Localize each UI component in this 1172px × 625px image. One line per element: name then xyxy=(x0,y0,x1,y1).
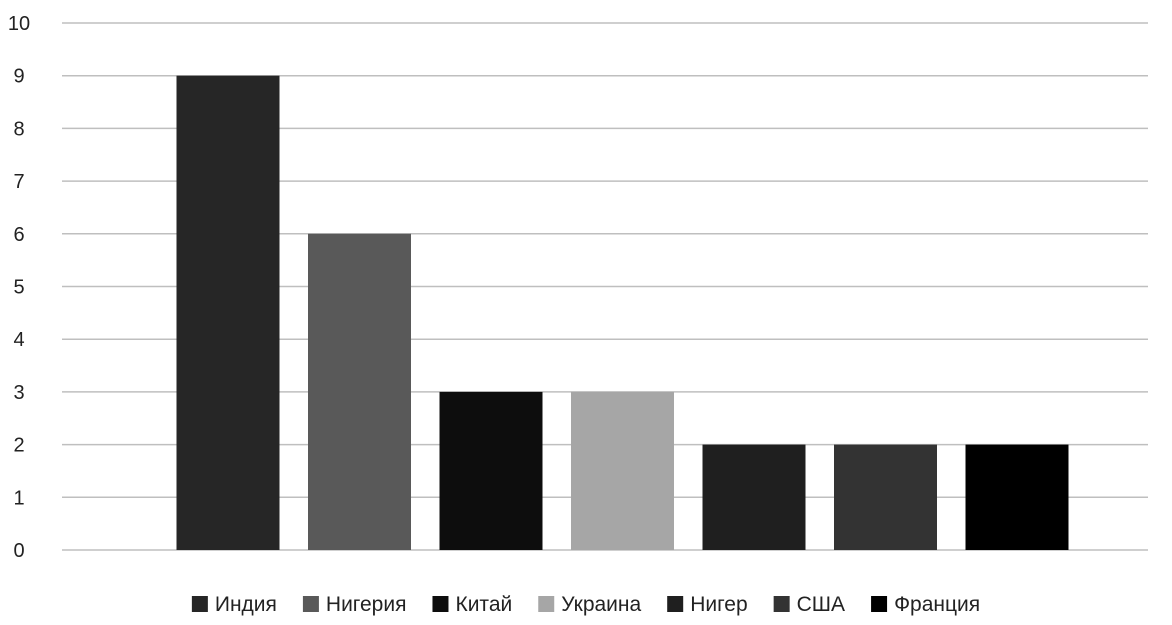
legend-swatch xyxy=(538,596,555,612)
y-tick-label: 4 xyxy=(13,329,24,351)
legend-item: Нигерия xyxy=(302,593,407,616)
legend-item: Франция xyxy=(871,593,980,616)
y-tick-label: 7 xyxy=(13,171,24,193)
legend-item: США xyxy=(773,593,845,616)
legend-label: Украина xyxy=(561,593,641,616)
legend: Индия Нигерия Китай Украина Нигер США Франция xyxy=(191,593,980,616)
legend-swatch xyxy=(302,596,319,612)
bars xyxy=(176,75,1069,551)
legend-label: Китай xyxy=(455,593,512,616)
legend-item: Нигер xyxy=(667,593,748,616)
legend-label: Франция xyxy=(894,593,980,616)
bar-1 xyxy=(176,75,280,550)
bar-7 xyxy=(965,444,1069,550)
legend-item: Украина xyxy=(538,593,642,616)
y-tick-label: 6 xyxy=(13,224,24,246)
legend-item: Китай xyxy=(432,593,512,616)
y-axis-tick-labels: 0 1 2 3 4 5 6 7 8 9 10 xyxy=(8,13,30,562)
bar-3 xyxy=(439,391,543,550)
legend-swatch xyxy=(871,596,888,612)
legend-swatch xyxy=(773,596,790,612)
legend-swatch xyxy=(667,596,684,612)
bar-2 xyxy=(308,233,411,551)
y-tick-label: 5 xyxy=(13,277,24,299)
legend-label: США xyxy=(797,593,845,616)
y-tick-label: 1 xyxy=(13,487,24,509)
y-tick-label: 2 xyxy=(13,435,24,457)
y-tick-label: 9 xyxy=(13,66,24,88)
legend-label: Нигерия xyxy=(326,593,407,616)
legend-label: Нигер xyxy=(690,593,747,616)
legend-label: Индия xyxy=(215,593,277,616)
y-tick-label: 0 xyxy=(13,540,24,562)
bar-6 xyxy=(834,444,937,550)
bar-4 xyxy=(571,391,674,550)
legend-swatch xyxy=(432,596,449,612)
y-tick-label: 3 xyxy=(13,382,24,404)
legend-item: Индия xyxy=(191,593,277,616)
legend-swatch xyxy=(191,596,208,612)
bar-5 xyxy=(702,444,806,550)
y-tick-label: 8 xyxy=(13,118,24,140)
y-tick-label: 10 xyxy=(8,13,30,35)
